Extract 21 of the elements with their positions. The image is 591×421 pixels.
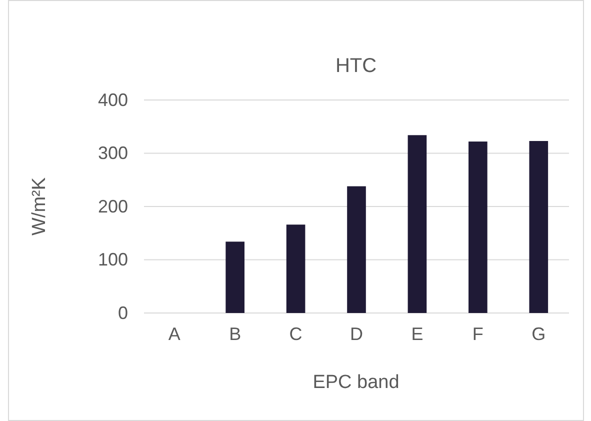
y-tick-label: 400	[98, 90, 128, 110]
bar	[286, 224, 306, 313]
x-tick-label: E	[411, 324, 424, 344]
x-tick-label: C	[289, 324, 302, 344]
y-tick-label: 100	[98, 250, 128, 270]
x-tick-label: D	[350, 324, 363, 344]
x-axis-title: EPC band	[312, 372, 400, 393]
bar	[468, 142, 488, 313]
bar	[408, 135, 427, 313]
bar	[347, 186, 366, 313]
bar	[529, 141, 548, 313]
x-tick-label: A	[168, 324, 180, 344]
x-tick-label: F	[472, 324, 484, 344]
y-tick-label: 0	[118, 302, 128, 323]
y-tick-label: 300	[98, 143, 128, 164]
y-tick-label: 200	[98, 196, 128, 216]
bar	[226, 242, 244, 313]
x-tick-label: B	[229, 324, 242, 344]
chart-title: HTC	[335, 55, 377, 77]
x-tick-label: G	[532, 324, 546, 344]
y-axis-title: W/m²K	[29, 177, 50, 236]
